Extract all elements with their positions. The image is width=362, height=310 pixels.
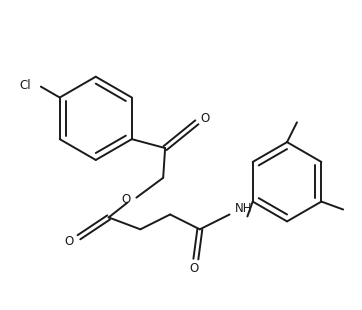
Text: O: O bbox=[122, 193, 131, 206]
Text: O: O bbox=[200, 112, 209, 125]
Text: O: O bbox=[64, 235, 73, 248]
Text: O: O bbox=[189, 263, 198, 276]
Text: NH: NH bbox=[235, 202, 252, 215]
Text: Cl: Cl bbox=[19, 79, 31, 92]
